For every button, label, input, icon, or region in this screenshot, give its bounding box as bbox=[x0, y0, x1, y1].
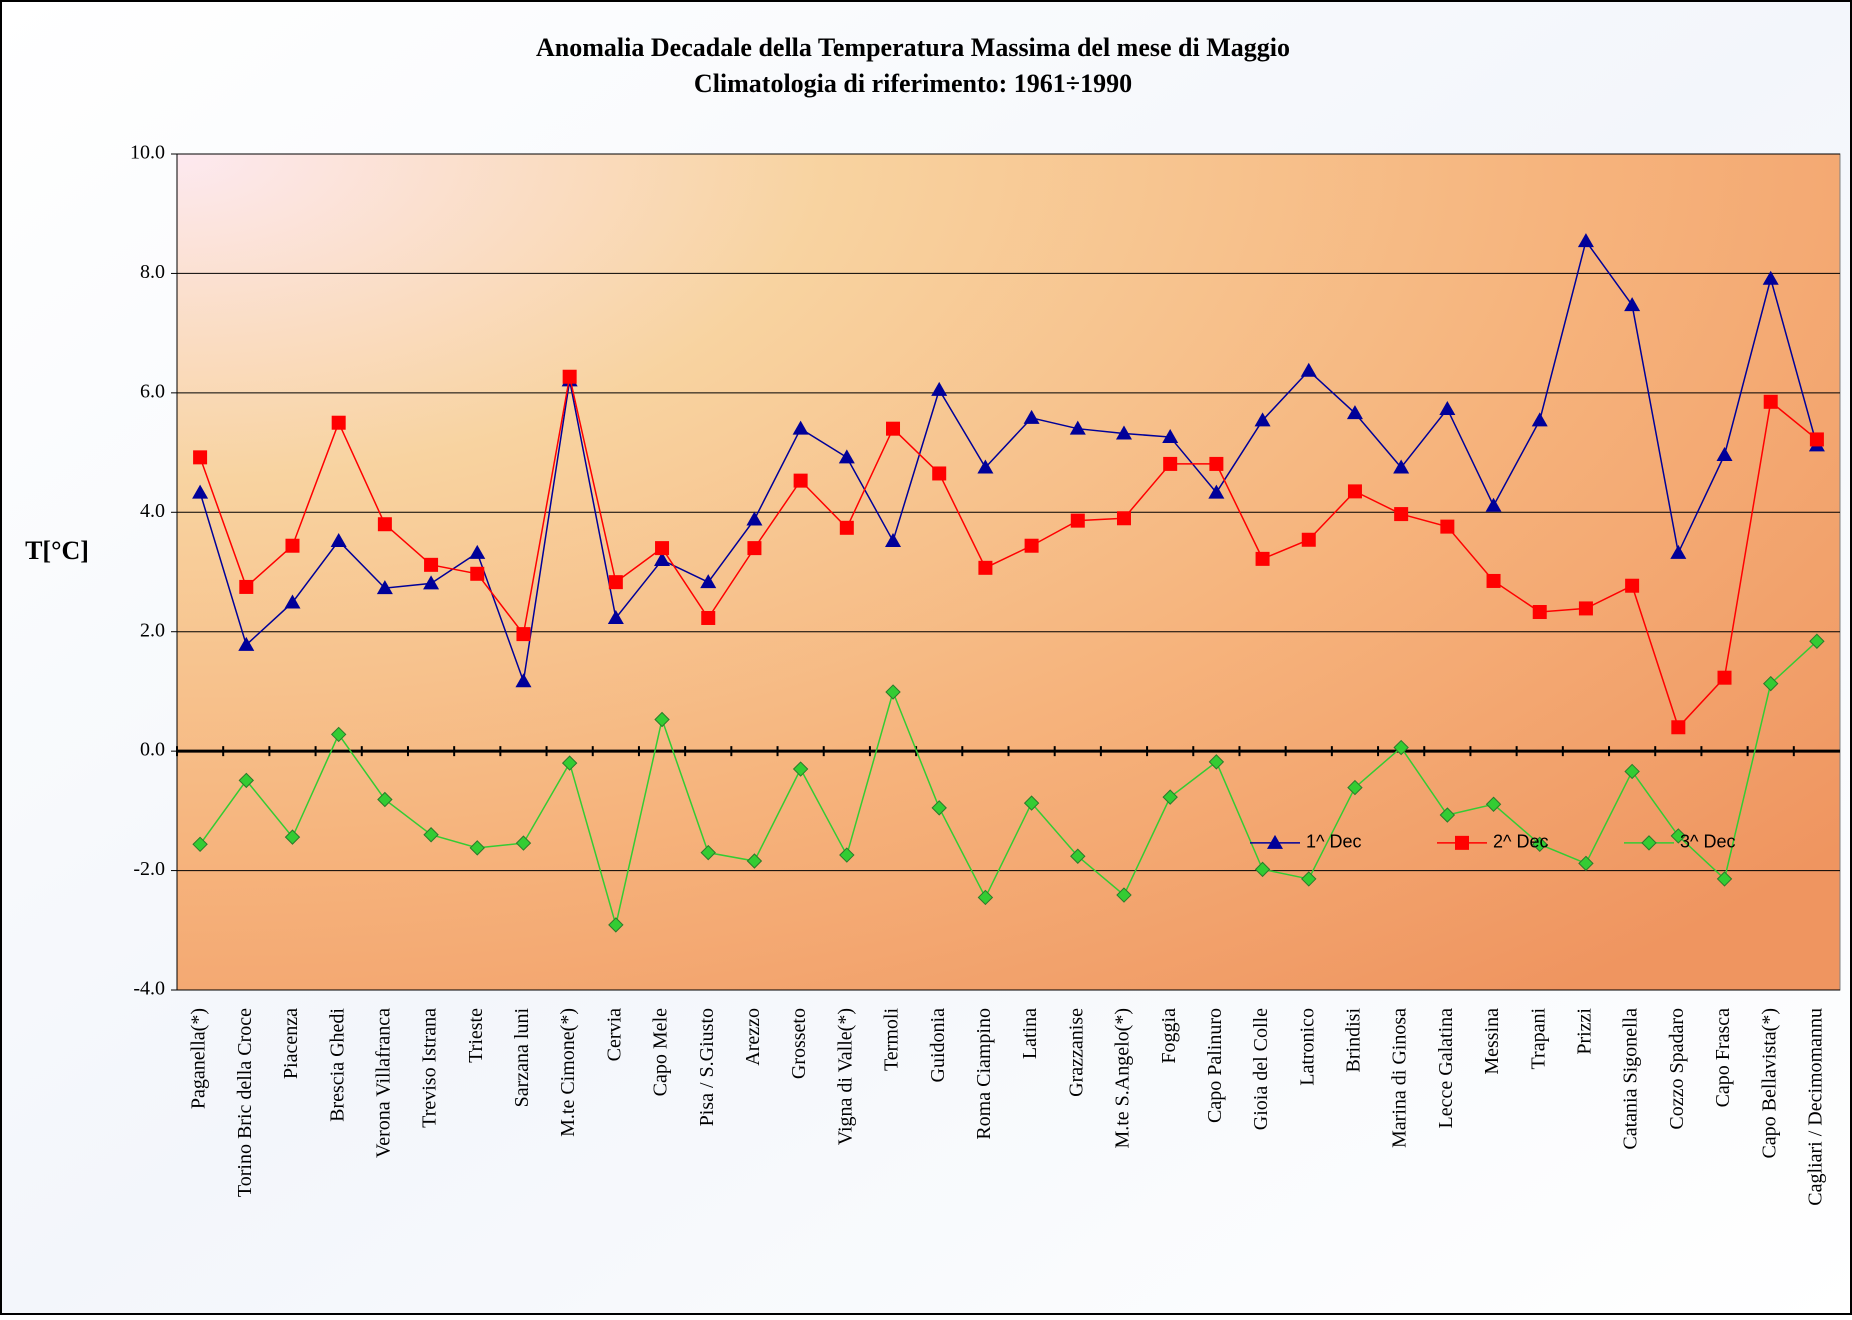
legend-label: 1^ Dec bbox=[1306, 832, 1361, 852]
x-tick-label: Cagliari / Decimomannu bbox=[1804, 1008, 1826, 1206]
x-tick-label: Verona Villafranca bbox=[372, 1008, 394, 1158]
x-tick-label: Catania Sigonella bbox=[1620, 1008, 1642, 1150]
page: {"chart_data": {"type": "line", "title":… bbox=[0, 0, 1852, 1320]
marker bbox=[1117, 511, 1131, 525]
x-tick-label: Brindisi bbox=[1343, 1008, 1365, 1073]
marker bbox=[1625, 579, 1639, 593]
marker bbox=[193, 450, 207, 464]
legend-label: 2^ Dec bbox=[1493, 832, 1548, 852]
chart: Anomalia Decadale della Temperatura Mass… bbox=[0, 0, 1852, 1315]
x-tick-label: Capo Bellavista(*) bbox=[1758, 1008, 1780, 1159]
x-tick-label: Trapani bbox=[1527, 1008, 1549, 1070]
marker bbox=[1302, 533, 1316, 547]
x-tick-label: Cozzo Spadaro bbox=[1666, 1008, 1688, 1130]
marker bbox=[563, 370, 577, 384]
marker bbox=[1025, 539, 1039, 553]
y-tick-label: -2.0 bbox=[133, 858, 165, 880]
marker bbox=[840, 521, 854, 535]
x-tick-label: Gioia del Colle bbox=[1250, 1008, 1272, 1130]
x-tick-label: Latina bbox=[1019, 1008, 1041, 1059]
marker bbox=[516, 627, 530, 641]
marker bbox=[1209, 457, 1223, 471]
marker bbox=[1810, 432, 1824, 446]
chart-subtitle: Climatologia di riferimento: 1961÷1990 bbox=[694, 69, 1132, 98]
x-tick-label: Vigna di Valle(*) bbox=[834, 1008, 856, 1145]
x-tick-label: Grosseto bbox=[788, 1008, 810, 1079]
marker bbox=[1671, 720, 1685, 734]
x-tick-label: Brescia Ghedi bbox=[326, 1008, 348, 1122]
marker bbox=[1718, 671, 1732, 685]
marker bbox=[1764, 395, 1778, 409]
marker bbox=[1163, 457, 1177, 471]
x-tick-label: Sarzana luni bbox=[511, 1008, 533, 1108]
marker bbox=[794, 474, 808, 488]
x-tick-label: Guidonia bbox=[927, 1008, 949, 1083]
x-tick-label: Termoli bbox=[881, 1008, 903, 1071]
marker bbox=[424, 558, 438, 572]
marker bbox=[932, 466, 946, 480]
marker bbox=[655, 541, 669, 555]
marker bbox=[701, 611, 715, 625]
marker bbox=[1487, 574, 1501, 588]
marker bbox=[1455, 836, 1469, 850]
marker bbox=[1256, 552, 1270, 566]
x-tick-label: Torino Bric della Croce bbox=[234, 1008, 256, 1197]
y-tick-label: 2.0 bbox=[140, 619, 165, 641]
y-tick-label: 4.0 bbox=[140, 500, 165, 522]
marker bbox=[978, 561, 992, 575]
x-tick-label: Cervia bbox=[603, 1008, 625, 1061]
legend-label: 3^ Dec bbox=[1680, 832, 1735, 852]
y-tick-label: -4.0 bbox=[133, 978, 165, 1000]
x-tick-label: Arezzo bbox=[742, 1008, 764, 1066]
x-tick-label: Prizzi bbox=[1574, 1008, 1596, 1055]
x-tick-label: Trieste bbox=[465, 1008, 487, 1063]
marker bbox=[285, 539, 299, 553]
y-tick-label: 8.0 bbox=[140, 261, 165, 283]
x-tick-label: Lecce Galatina bbox=[1435, 1008, 1457, 1129]
marker bbox=[1394, 507, 1408, 521]
x-tick-label: Pisa / S.Giusto bbox=[696, 1008, 718, 1126]
y-tick-label: 10.0 bbox=[130, 142, 165, 164]
marker bbox=[332, 416, 346, 430]
marker bbox=[1348, 484, 1362, 498]
x-tick-label: Roma Ciampino bbox=[973, 1008, 995, 1140]
marker bbox=[1071, 514, 1085, 528]
marker bbox=[1440, 520, 1454, 534]
chart-title: Anomalia Decadale della Temperatura Mass… bbox=[536, 33, 1290, 62]
x-tick-label: Latronico bbox=[1296, 1008, 1318, 1086]
x-tick-label: Capo Palinuro bbox=[1204, 1008, 1226, 1123]
x-tick-label: Capo Frasca bbox=[1712, 1008, 1734, 1108]
y-axis-label: T[°C] bbox=[25, 536, 89, 565]
x-tick-label: M.te Cimone(*) bbox=[557, 1008, 579, 1137]
x-tick-label: Capo Mele bbox=[650, 1008, 672, 1096]
marker bbox=[1533, 605, 1547, 619]
marker bbox=[609, 575, 623, 589]
x-tick-label: Messina bbox=[1481, 1008, 1503, 1075]
x-tick-label: Grazzanise bbox=[1065, 1008, 1087, 1097]
marker bbox=[470, 567, 484, 581]
y-tick-label: 6.0 bbox=[140, 380, 165, 402]
marker bbox=[239, 580, 253, 594]
x-tick-label: Paganella(*) bbox=[188, 1008, 210, 1109]
x-tick-label: Marina di Ginosa bbox=[1389, 1008, 1411, 1148]
x-tick-label: Foggia bbox=[1158, 1008, 1180, 1064]
x-tick-label: Piacenza bbox=[280, 1008, 302, 1079]
marker bbox=[378, 517, 392, 531]
marker bbox=[886, 422, 900, 436]
x-tick-label: M.te S.Angelo(*) bbox=[1112, 1008, 1134, 1149]
x-tick-label: Treviso Istrana bbox=[419, 1008, 441, 1128]
y-tick-label: 0.0 bbox=[140, 739, 165, 761]
marker bbox=[1579, 601, 1593, 615]
marker bbox=[747, 541, 761, 555]
